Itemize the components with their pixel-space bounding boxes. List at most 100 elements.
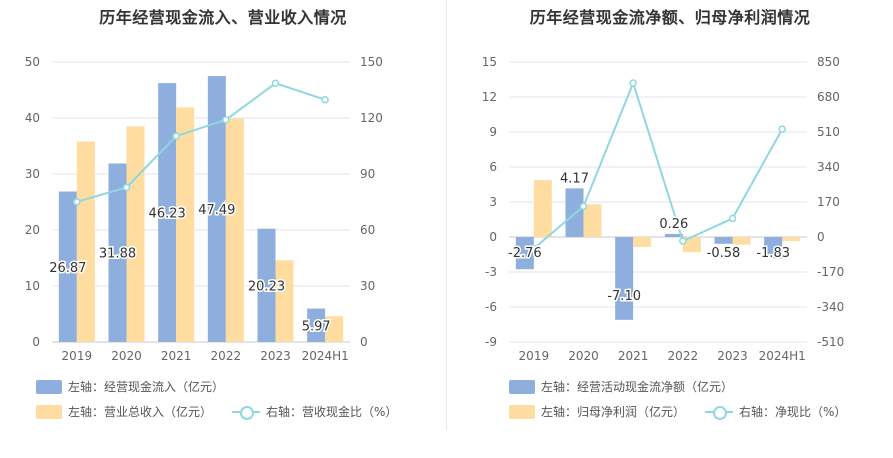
x-tick-label: 2021 bbox=[618, 349, 649, 363]
bar bbox=[533, 180, 552, 237]
legend-label: 左轴：经营现金流入（亿元） bbox=[68, 380, 225, 394]
x-tick-label: 2023 bbox=[717, 349, 748, 363]
bar bbox=[515, 237, 534, 270]
legend-swatch bbox=[509, 404, 535, 419]
legend-label: 右轴：净现比（%） bbox=[739, 405, 847, 419]
x-tick-label: 2022 bbox=[211, 349, 242, 363]
bar bbox=[58, 191, 77, 342]
line-point bbox=[122, 183, 131, 192]
line-point bbox=[530, 244, 538, 253]
chart-title: 历年经营现金流入、营业收入情况 bbox=[99, 8, 347, 27]
data-label: -2.76 bbox=[508, 246, 542, 261]
data-label: 26.87 bbox=[49, 261, 86, 276]
x-tick-label: 2020 bbox=[568, 349, 599, 363]
y-left-tick-label: 0 bbox=[32, 335, 40, 349]
legend-label: 右轴：营收现金比（%） bbox=[266, 405, 398, 419]
y-left-tick-label: -6 bbox=[485, 300, 497, 314]
bar bbox=[307, 308, 326, 342]
bar bbox=[325, 316, 344, 342]
x-tick-label: 2021 bbox=[161, 349, 192, 363]
y-left-tick-label: 12 bbox=[482, 90, 497, 104]
y-right-tick-label: -340 bbox=[817, 300, 844, 314]
line-point bbox=[728, 214, 737, 223]
legend-swatch bbox=[36, 404, 62, 419]
data-label: 47.49 bbox=[198, 203, 235, 218]
y-left-tick-label: 3 bbox=[489, 195, 497, 209]
y-right-tick-label: 90 bbox=[360, 167, 375, 181]
chart-panel-cashflow-inflow: 历年经营现金流入、营业收入情况 0 0 10 30 20 60 30 90 40 120 50 150… bbox=[0, 0, 446, 458]
y-left-tick-label: -3 bbox=[485, 265, 497, 279]
line-point bbox=[679, 237, 687, 245]
line-series bbox=[533, 80, 784, 250]
bar bbox=[275, 260, 294, 342]
y-right-tick-label: 340 bbox=[817, 160, 840, 174]
y-left-tick-label: 9 bbox=[489, 125, 497, 139]
chart-plot: -9 -510 -6 -340 -3 -170 0 0 3 170 6 340 9 510 12 680 15 8… bbox=[482, 55, 845, 363]
line-point bbox=[579, 202, 588, 211]
y-right-tick-label: 0 bbox=[360, 335, 368, 349]
legend-swatch bbox=[36, 379, 62, 394]
bar bbox=[176, 107, 195, 342]
bar bbox=[782, 237, 801, 242]
data-label: -7.10 bbox=[607, 289, 641, 304]
y-right-tick-label: 150 bbox=[360, 55, 383, 69]
y-right-tick-label: -170 bbox=[817, 265, 844, 279]
data-label: 5.97 bbox=[302, 319, 331, 334]
bar bbox=[714, 237, 733, 244]
line-series bbox=[76, 82, 326, 203]
bar bbox=[76, 141, 95, 342]
data-label: -0.58 bbox=[707, 246, 741, 261]
y-right-tick-label: 510 bbox=[817, 125, 840, 139]
bar bbox=[225, 118, 244, 342]
legend-item-bar1[interactable]: 左轴：经营现金流入（亿元） bbox=[36, 378, 224, 395]
legend-label: 左轴：归母净利润（亿元） bbox=[541, 405, 686, 419]
chart-plot: 0 0 10 30 20 60 30 90 40 120 50 150 2019 2020 2021 2022… bbox=[25, 55, 383, 363]
chart-panel-net-cashflow: 历年经营现金流净额、归母净利润情况 -9 -510 -6 -340 -3 -170 0 0 3 1… bbox=[447, 0, 893, 458]
bar bbox=[207, 76, 226, 342]
bar bbox=[158, 83, 177, 342]
y-left-tick-label: 10 bbox=[25, 279, 40, 293]
bar bbox=[257, 228, 276, 342]
y-left-tick-label: 6 bbox=[489, 160, 497, 174]
line-point bbox=[73, 198, 81, 206]
legend-item-bar2[interactable]: 左轴：归母净利润（亿元） bbox=[509, 403, 685, 420]
line-point bbox=[222, 116, 230, 124]
y-left-tick-label: 50 bbox=[25, 55, 40, 69]
panel-divider bbox=[446, 0, 447, 430]
bar bbox=[732, 237, 751, 245]
y-right-tick-label: 0 bbox=[817, 230, 825, 244]
data-label: 20.23 bbox=[248, 279, 285, 294]
x-tick-label: 2023 bbox=[260, 349, 291, 363]
x-tick-label: 2024H1 bbox=[759, 349, 806, 363]
bar bbox=[126, 126, 145, 343]
bar bbox=[633, 237, 652, 247]
line-point bbox=[778, 125, 786, 133]
bar bbox=[664, 233, 683, 237]
x-tick-label: 2020 bbox=[111, 349, 142, 363]
bar bbox=[108, 163, 127, 342]
legend-label: 左轴：营业总收入（亿元） bbox=[68, 405, 213, 419]
legend-item-line[interactable]: 右轴：营收现金比（%） bbox=[232, 403, 397, 420]
legend-line-icon bbox=[705, 405, 733, 420]
line-point bbox=[629, 79, 637, 87]
y-left-tick-label: 0 bbox=[489, 230, 497, 244]
legend-item-bar2[interactable]: 左轴：营业总收入（亿元） bbox=[36, 403, 212, 420]
legend-item-bar1[interactable]: 左轴：经营活动现金流净额（亿元） bbox=[509, 378, 733, 395]
data-label: 4.17 bbox=[560, 171, 589, 186]
data-label: -1.83 bbox=[756, 246, 790, 261]
y-left-tick-label: 40 bbox=[25, 111, 40, 125]
legend-item-line[interactable]: 右轴：净现比（%） bbox=[705, 403, 846, 420]
line-point bbox=[321, 95, 329, 104]
y-right-tick-label: -510 bbox=[817, 335, 844, 349]
y-left-tick-label: -9 bbox=[485, 335, 497, 349]
chart-title: 历年经营现金流净额、归母净利润情况 bbox=[529, 8, 811, 27]
y-right-tick-label: 60 bbox=[360, 223, 375, 237]
bar bbox=[764, 237, 783, 259]
y-right-tick-label: 170 bbox=[817, 195, 840, 209]
legend-label: 左轴：经营活动现金流净额（亿元） bbox=[541, 380, 734, 394]
x-tick-label: 2024H1 bbox=[302, 349, 349, 363]
x-tick-label: 2022 bbox=[668, 349, 699, 363]
y-right-tick-label: 850 bbox=[817, 55, 840, 69]
bar bbox=[615, 237, 634, 320]
bar bbox=[682, 237, 701, 253]
